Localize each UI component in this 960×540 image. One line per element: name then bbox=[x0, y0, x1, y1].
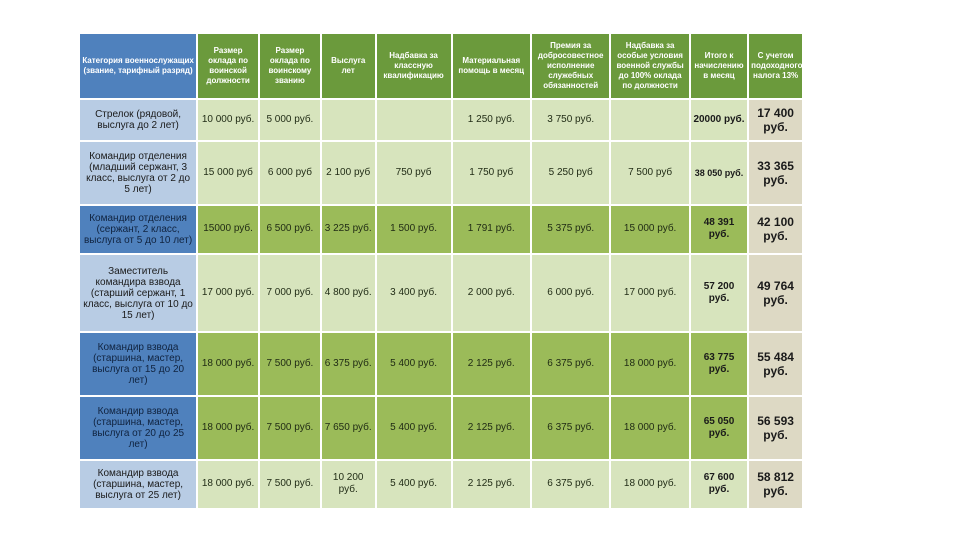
header-premium: Премия за добросовестное исполнение служ… bbox=[531, 34, 610, 98]
row-rank-salary: 7 500 руб. bbox=[259, 460, 320, 508]
row-material-aid: 1 250 руб. bbox=[452, 100, 530, 141]
header-class-bonus: Надбавка за классную квалификацию bbox=[376, 34, 451, 98]
row-after-tax: 55 484 руб. bbox=[749, 333, 802, 396]
row-total: 48 391 руб. bbox=[690, 206, 748, 253]
row-special-bonus: 18 000 руб. bbox=[611, 333, 689, 396]
salary-table: Категория военнослужащих (звание, тарифн… bbox=[78, 32, 804, 510]
header-after-tax: С учетом подоходного налога 13% bbox=[749, 34, 802, 98]
row-premium: 3 750 руб. bbox=[531, 100, 610, 141]
row-seniority bbox=[321, 100, 375, 141]
row-material-aid: 1 750 руб bbox=[452, 142, 530, 204]
row-material-aid: 2 125 руб. bbox=[452, 333, 530, 396]
row-seniority: 6 375 руб. bbox=[321, 333, 375, 396]
row-rank-salary: 6 000 руб bbox=[259, 142, 320, 204]
row-class-bonus: 3 400 руб. bbox=[376, 254, 451, 332]
header-row: Категория военнослужащих (звание, тарифн… bbox=[80, 34, 802, 98]
row-total: 65 050 руб. bbox=[690, 397, 748, 459]
row-total: 38 050 руб. bbox=[690, 142, 748, 204]
row-category: Командир взвода (старшина, мастер, выслу… bbox=[80, 333, 197, 396]
row-total: 57 200 руб. bbox=[690, 254, 748, 332]
row-material-aid: 2 125 руб. bbox=[452, 460, 530, 508]
row-position-salary: 10 000 руб. bbox=[198, 100, 258, 141]
row-rank-salary: 7 500 руб. bbox=[259, 333, 320, 396]
table-row: Командир взвода (старшина, мастер, выслу… bbox=[80, 460, 802, 508]
row-position-salary: 15 000 руб bbox=[198, 142, 258, 204]
row-category: Командир отделения (младший сержант, 3 к… bbox=[80, 142, 197, 204]
row-class-bonus: 5 400 руб. bbox=[376, 333, 451, 396]
row-position-salary: 18 000 руб. bbox=[198, 397, 258, 459]
row-class-bonus: 5 400 руб. bbox=[376, 460, 451, 508]
row-category: Командир взвода (старшина, мастер, выслу… bbox=[80, 397, 197, 459]
row-premium: 6 375 руб. bbox=[531, 460, 610, 508]
table-row: Командир взвода (старшина, мастер, выслу… bbox=[80, 333, 802, 396]
row-material-aid: 1 791 руб. bbox=[452, 206, 530, 253]
header-special-bonus: Надбавка за особые условия военной служб… bbox=[611, 34, 689, 98]
row-rank-salary: 7 500 руб. bbox=[259, 397, 320, 459]
row-seniority: 3 225 руб. bbox=[321, 206, 375, 253]
row-material-aid: 2 000 руб. bbox=[452, 254, 530, 332]
row-after-tax: 58 812 руб. bbox=[749, 460, 802, 508]
row-special-bonus: 18 000 руб. bbox=[611, 397, 689, 459]
row-seniority: 2 100 руб bbox=[321, 142, 375, 204]
header-material-aid: Материальная помощь в месяц bbox=[452, 34, 530, 98]
row-seniority: 10 200 руб. bbox=[321, 460, 375, 508]
row-total: 67 600 руб. bbox=[690, 460, 748, 508]
row-premium: 6 375 руб. bbox=[531, 397, 610, 459]
row-class-bonus: 750 руб bbox=[376, 142, 451, 204]
table-row: Командир взвода (старшина, мастер, выслу… bbox=[80, 397, 802, 459]
row-special-bonus bbox=[611, 100, 689, 141]
table-row: Заместитель командира взвода (старший се… bbox=[80, 254, 802, 332]
row-seniority: 4 800 руб. bbox=[321, 254, 375, 332]
row-position-salary: 17 000 руб. bbox=[198, 254, 258, 332]
header-category: Категория военнослужащих (звание, тарифн… bbox=[80, 34, 197, 98]
row-premium: 6 375 руб. bbox=[531, 333, 610, 396]
row-premium: 5 250 руб bbox=[531, 142, 610, 204]
row-position-salary: 18 000 руб. bbox=[198, 333, 258, 396]
row-rank-salary: 7 000 руб. bbox=[259, 254, 320, 332]
header-seniority: Выслуга лет bbox=[321, 34, 375, 98]
row-after-tax: 56 593 руб. bbox=[749, 397, 802, 459]
row-category: Командир взвода (старшина, мастер, выслу… bbox=[80, 460, 197, 508]
row-material-aid: 2 125 руб. bbox=[452, 397, 530, 459]
table-row: Командир отделения (младший сержант, 3 к… bbox=[80, 142, 802, 204]
row-category: Стрелок (рядовой, выслуга до 2 лет) bbox=[80, 100, 197, 141]
row-special-bonus: 7 500 руб bbox=[611, 142, 689, 204]
row-class-bonus bbox=[376, 100, 451, 141]
row-category: Заместитель командира взвода (старший се… bbox=[80, 254, 197, 332]
row-class-bonus: 1 500 руб. bbox=[376, 206, 451, 253]
header-rank-salary: Размер оклада по воинскому званию bbox=[259, 34, 320, 98]
row-total: 63 775 руб. bbox=[690, 333, 748, 396]
row-special-bonus: 15 000 руб. bbox=[611, 206, 689, 253]
row-seniority: 7 650 руб. bbox=[321, 397, 375, 459]
row-after-tax: 17 400 руб. bbox=[749, 100, 802, 141]
row-position-salary: 18 000 руб. bbox=[198, 460, 258, 508]
table-row: Стрелок (рядовой, выслуга до 2 лет) 10 0… bbox=[80, 100, 802, 141]
row-premium: 5 375 руб. bbox=[531, 206, 610, 253]
row-special-bonus: 18 000 руб. bbox=[611, 460, 689, 508]
row-class-bonus: 5 400 руб. bbox=[376, 397, 451, 459]
row-position-salary: 15000 руб. bbox=[198, 206, 258, 253]
row-after-tax: 49 764 руб. bbox=[749, 254, 802, 332]
header-position-salary: Размер оклада по воинской должности bbox=[198, 34, 258, 98]
row-rank-salary: 6 500 руб. bbox=[259, 206, 320, 253]
row-after-tax: 33 365 руб. bbox=[749, 142, 802, 204]
row-category: Командир отделения (сержант, 2 класс, вы… bbox=[80, 206, 197, 253]
table-row: Командир отделения (сержант, 2 класс, вы… bbox=[80, 206, 802, 253]
row-special-bonus: 17 000 руб. bbox=[611, 254, 689, 332]
row-total: 20000 руб. bbox=[690, 100, 748, 141]
row-rank-salary: 5 000 руб. bbox=[259, 100, 320, 141]
row-after-tax: 42 100 руб. bbox=[749, 206, 802, 253]
row-premium: 6 000 руб. bbox=[531, 254, 610, 332]
header-total: Итого к начислению в месяц bbox=[690, 34, 748, 98]
salary-table-container: Категория военнослужащих (звание, тарифн… bbox=[78, 32, 804, 510]
